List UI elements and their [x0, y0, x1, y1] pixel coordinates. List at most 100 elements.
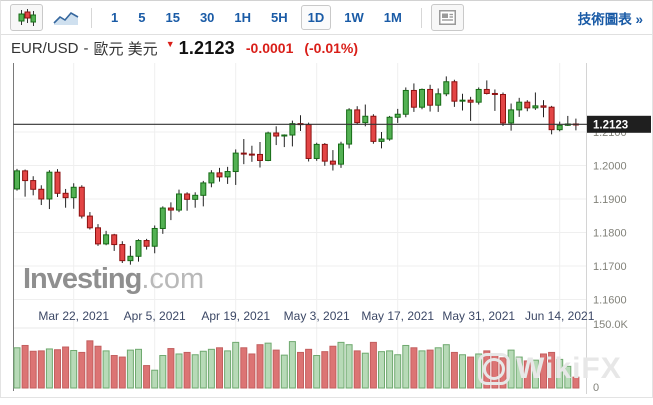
candle-body [86, 215, 93, 229]
volume-bar [199, 350, 207, 389]
volume-bar [337, 341, 345, 389]
volume-bar [313, 355, 321, 389]
volume-bar [256, 344, 264, 389]
candle-body [248, 153, 255, 156]
price-tick-label: 1.1800 [593, 228, 627, 240]
volume-bar [321, 351, 329, 389]
candle-body [313, 143, 320, 159]
timeframe-5h[interactable]: 5H [271, 10, 288, 25]
volume-bar [45, 348, 53, 389]
timeframe-1d[interactable]: 1D [300, 5, 332, 30]
candle-body [362, 115, 369, 124]
timeframe-5[interactable]: 5 [138, 10, 146, 25]
candle-body [338, 143, 344, 165]
candle-body [38, 188, 45, 200]
volume-bar [191, 354, 199, 389]
volume-bar [523, 360, 531, 389]
line-chart-icon [52, 10, 79, 26]
price-tick-label: 1.1900 [593, 194, 627, 206]
timeframe-1w[interactable]: 1W [344, 10, 364, 25]
volume-bar [402, 344, 410, 389]
candle-body [46, 171, 53, 200]
candle-body [532, 105, 539, 109]
date-label: May 31, 2021 [442, 309, 515, 323]
volume-bar [216, 347, 223, 389]
candle-body [167, 207, 174, 211]
timeframe-1h[interactable]: 1H [234, 10, 252, 25]
candle-body [321, 143, 328, 162]
volume-max-label: 150.0K [593, 319, 629, 331]
volume-bar [572, 376, 580, 389]
timeframe-1m[interactable]: 1M [383, 10, 402, 25]
candle-body [22, 170, 29, 182]
candle-body [289, 123, 296, 136]
volume-bar [378, 351, 385, 389]
candle-body [265, 132, 272, 161]
candle-body [524, 101, 531, 109]
candle-body [419, 88, 425, 108]
timeframe-30[interactable]: 30 [199, 10, 215, 25]
timeframe-1[interactable]: 1 [111, 10, 119, 25]
volume-bar [143, 365, 151, 389]
candle-body [394, 113, 401, 118]
volume-bar [531, 359, 539, 389]
candle-body [305, 124, 312, 159]
volume-bar [434, 347, 442, 389]
volume-bar [248, 353, 256, 389]
volume-bar [394, 354, 402, 389]
volume-bar [37, 350, 45, 389]
candle-body [491, 92, 498, 95]
candlestick-chart-button[interactable] [10, 4, 43, 31]
candle-body [95, 227, 101, 245]
volume-bar [280, 354, 288, 389]
candle-body [192, 194, 199, 200]
candle-body [467, 99, 474, 103]
volume-bar [135, 348, 142, 389]
volume-bar [264, 342, 272, 389]
candle-body [54, 171, 61, 194]
volume-bar [305, 348, 313, 389]
volume-bar [459, 354, 466, 389]
timeframe-15[interactable]: 15 [165, 10, 180, 25]
volume-bar [361, 352, 369, 389]
price-tick-label: 1.2000 [593, 161, 627, 173]
volume-bar [483, 350, 491, 389]
symbol-title: EUR/USD [11, 39, 79, 57]
date-label: May 3, 2021 [284, 309, 350, 323]
title-dash: - [83, 39, 89, 57]
candle-body [135, 240, 142, 257]
volume-bar [240, 347, 248, 389]
toolbar-separator [91, 7, 92, 28]
volume-bar [62, 346, 70, 389]
volume-bar [224, 350, 232, 389]
volume-bar [207, 348, 215, 389]
candle-body [329, 160, 336, 165]
volume-bar [110, 355, 118, 389]
volume-bar [345, 344, 353, 389]
news-panel-button[interactable] [430, 4, 464, 31]
candle-body [143, 240, 150, 247]
date-label: Apr 19, 2021 [201, 309, 270, 323]
technical-chart-link[interactable]: 技術圖表 » [577, 11, 643, 27]
candle-body [386, 116, 393, 140]
candle-body [354, 109, 361, 124]
candle-body [224, 171, 231, 178]
chart-toolbar: 1 5 15 30 1H 5H 1D 1W 1M 技術圖表 » [1, 1, 652, 35]
volume-bar [548, 351, 556, 389]
candlestick-icon [18, 9, 36, 26]
volume-bar [151, 369, 159, 389]
last-price-tag-label: 1.2123 [593, 119, 628, 131]
volume-bar [86, 340, 94, 389]
candle-body [402, 89, 409, 115]
quote-header: EUR/USD - 歐元 美元 ▼ 1.2123 -0.0001 (-0.01%… [1, 35, 652, 61]
price-change: -0.0001 [245, 40, 294, 56]
candle-body [257, 153, 263, 161]
volume-bar [21, 344, 29, 389]
volume-bar [491, 355, 499, 389]
candle-body [378, 138, 385, 142]
price-volume-chart[interactable]: 1.21001.20001.19001.18001.17001.1600Mar … [1, 61, 652, 397]
volume-bar [540, 353, 547, 389]
candle-body [281, 134, 288, 137]
line-chart-button[interactable] [49, 4, 82, 31]
